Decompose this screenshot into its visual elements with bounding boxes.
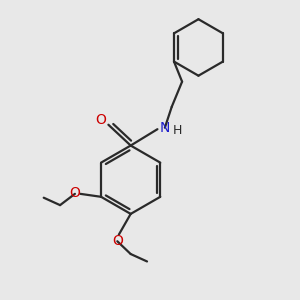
Text: O: O <box>112 234 123 248</box>
Text: O: O <box>70 186 80 200</box>
Text: H: H <box>173 124 182 137</box>
Text: N: N <box>160 121 170 135</box>
Text: O: O <box>95 113 106 127</box>
